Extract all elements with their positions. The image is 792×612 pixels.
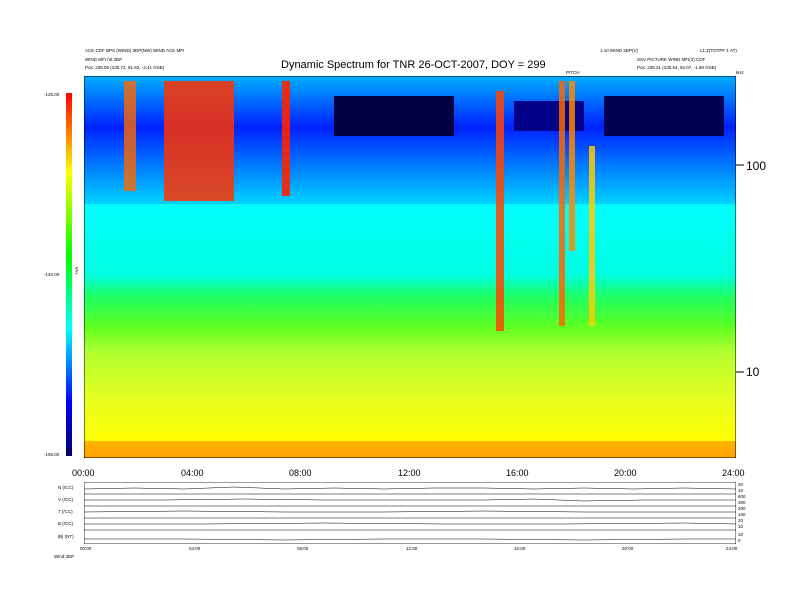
low-power-patch	[334, 96, 454, 136]
radio-burst	[589, 146, 595, 326]
radio-burst	[569, 81, 575, 251]
radio-burst	[164, 81, 234, 201]
x-tick-label: 16:00	[506, 468, 529, 478]
panels-frame	[84, 482, 736, 544]
bottom-left-label: Wind 3DP	[54, 554, 75, 559]
x-tick-label: 04:00	[181, 468, 204, 478]
panel-right-tick: 20	[738, 518, 744, 523]
colorbar-gradient	[66, 93, 72, 456]
panel-label: T (/CC)	[58, 509, 73, 514]
bottom-x-tick: 12:00	[406, 546, 418, 551]
panel-label: N (/CC)	[58, 485, 74, 490]
panel-right-tick: 200	[738, 506, 746, 511]
velocity-trace	[84, 498, 736, 502]
header-right-line1: 1.10 WIND 3DP(V)	[600, 48, 639, 53]
x-tick-label: 20:00	[614, 468, 637, 478]
header-mid-small: PITCH	[566, 70, 580, 75]
colorbar: TNR	[66, 93, 79, 456]
radio-burst	[282, 81, 290, 196]
bottom-x-tick: 16:00	[514, 546, 526, 551]
panel-right-tick: 100	[738, 512, 746, 517]
spectrogram-plot	[84, 76, 736, 458]
panel-right-tick: 300	[738, 500, 746, 505]
x-tick-label: 00:00	[72, 468, 95, 478]
temperature-trace	[84, 510, 736, 513]
panel-label: B (/CC)	[58, 521, 73, 526]
panel-label: V (/CC)	[58, 497, 73, 502]
header-left-line1: ACE CDF BPS (WIND) 3DP(NW) WIND ACE MFI	[85, 48, 185, 53]
x-tick-label: 08:00	[289, 468, 312, 478]
x-tick-label: 24:00	[722, 468, 745, 478]
khz-unit-label: kHz	[736, 70, 744, 75]
chart-title: Dynamic Spectrum for TNR 26-OCT-2007, DO…	[281, 59, 546, 71]
bottom-x-tick: 00:00	[80, 546, 92, 551]
bottom-x-tick: 08:00	[297, 546, 309, 551]
panel-right-tick: 0	[738, 538, 741, 543]
low-frequency-strip	[84, 441, 736, 458]
panel-right-tick: 600	[738, 494, 746, 499]
header-left-line2: WIND MFI h0 3DP	[85, 57, 123, 62]
header-right-line3: Pos: 235.21 (235.54, 92.07, -1.80 GSE)	[637, 65, 717, 70]
panel-right-tick: 20	[738, 482, 744, 487]
bottom-x-tick: 20:00	[622, 546, 634, 551]
panel-right-tick: 10	[738, 532, 744, 537]
y-tick-label: 10	[746, 365, 760, 379]
radio-burst	[124, 81, 136, 191]
colorbar-tick-label: -125.00	[44, 92, 60, 97]
low-power-patch	[604, 96, 724, 136]
bottom-x-tick: 04:00	[189, 546, 201, 551]
x-tick-label: 12:00	[398, 468, 421, 478]
field-trace	[84, 522, 736, 525]
radio-burst	[496, 91, 504, 331]
colorbar-tick-label: -155.00	[44, 452, 60, 457]
y-tick-label: 100	[746, 159, 767, 173]
header-right-line1b: L1:Z(TOTPF 1 AT)	[700, 48, 737, 53]
y-axis-ticks	[736, 164, 744, 373]
bottom-x-tick: 24:00	[726, 546, 738, 551]
density-trace	[84, 486, 736, 490]
solar-wind-panels	[84, 482, 736, 544]
radio-burst	[559, 81, 565, 326]
panel-right-tick: 10	[738, 488, 744, 493]
field-magnitude-trace	[84, 538, 736, 541]
colorbar-label: TNR	[74, 267, 79, 275]
header-right-line2: SSV PICTURE WIND MFI(3) CDF	[637, 57, 706, 62]
header-left-line3: Pos: 235.05 (235.72, 91.83, -2.41 GSE)	[85, 65, 165, 70]
panel-label: |B| (NT)	[58, 534, 74, 539]
colorbar-tick-label: -140.00	[44, 272, 60, 277]
panel-right-tick: 10	[738, 524, 744, 529]
